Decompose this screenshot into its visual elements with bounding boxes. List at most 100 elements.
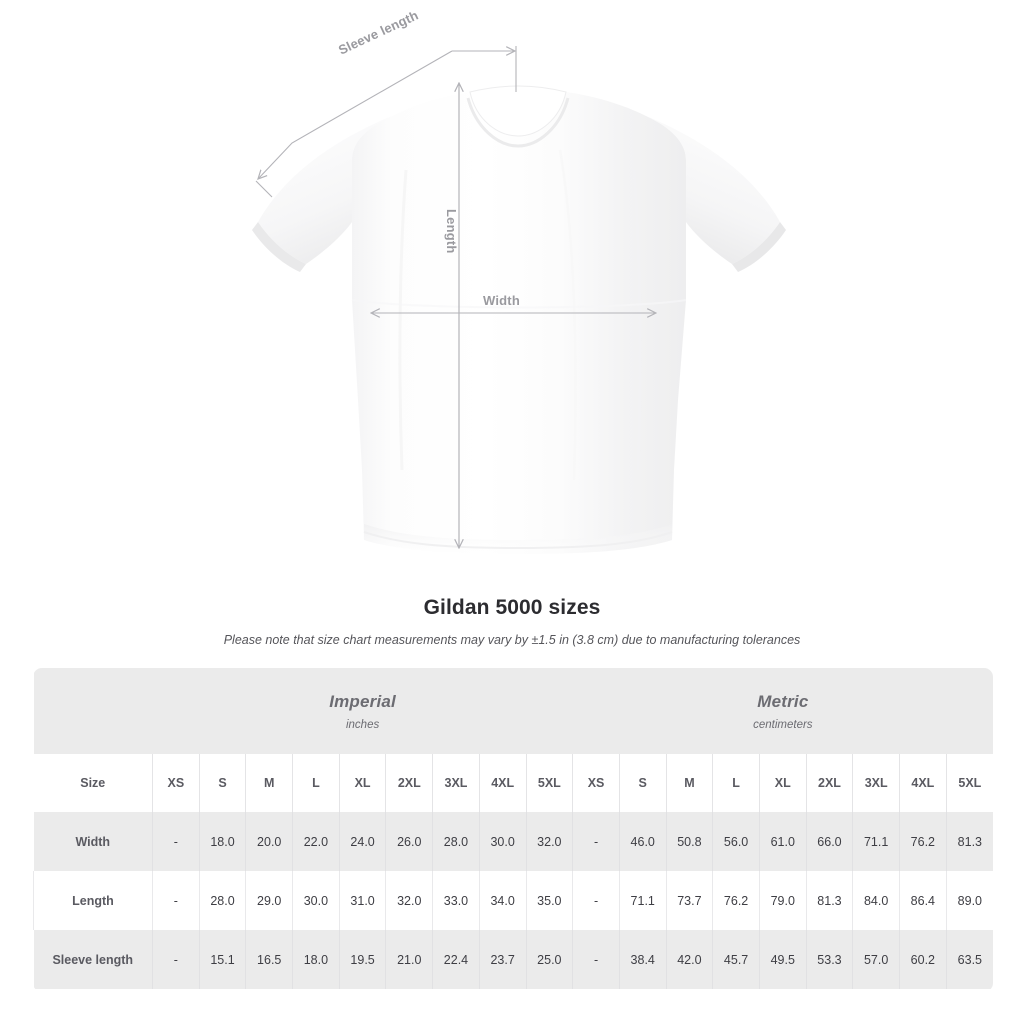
cell-sleeve-imperial-s: 15.1 xyxy=(198,930,246,989)
cell-length-imperial-5xl: 35.0 xyxy=(525,871,573,930)
unit-group-metric: Metric centimeters xyxy=(572,668,993,754)
size-header-metric-l: L xyxy=(712,754,760,812)
size-header-imperial-2xl: 2XL xyxy=(385,754,433,812)
table-row: Width - 18.0 20.0 22.0 24.0 26.0 28.0 30… xyxy=(33,812,993,871)
row-label-sleeve-length: Sleeve length xyxy=(33,930,153,989)
size-header-metric-xs: XS xyxy=(572,754,620,812)
width-label: Width xyxy=(483,293,520,308)
cell-sleeve-metric-s: 38.4 xyxy=(618,930,667,989)
cell-length-metric-xs: - xyxy=(572,871,620,930)
size-header-label: Size xyxy=(33,754,153,812)
cell-length-metric-2xl: 81.3 xyxy=(805,871,853,930)
unit-group-metric-name: Metric xyxy=(757,691,809,711)
size-header-imperial-s: S xyxy=(198,754,246,812)
table-row: Sleeve length - 15.1 16.5 18.0 19.5 21.0… xyxy=(33,930,993,989)
sleeve-length-dimension xyxy=(255,46,517,198)
size-header-metric-2xl: 2XL xyxy=(805,754,853,812)
cell-length-imperial-l: 30.0 xyxy=(292,871,340,930)
cell-width-imperial-4xl: 30.0 xyxy=(478,812,526,871)
row-label-length: Length xyxy=(33,871,153,930)
length-label: Length xyxy=(444,209,459,254)
cell-length-imperial-xl: 31.0 xyxy=(338,871,386,930)
cell-width-metric-m: 50.8 xyxy=(665,812,713,871)
cell-width-imperial-s: 18.0 xyxy=(198,812,246,871)
cell-sleeve-metric-m: 42.0 xyxy=(665,930,713,989)
cell-length-imperial-s: 28.0 xyxy=(198,871,246,930)
cell-sleeve-metric-2xl: 53.3 xyxy=(805,930,853,989)
cell-width-metric-xl: 61.0 xyxy=(758,812,807,871)
cell-width-imperial-xl: 24.0 xyxy=(338,812,386,871)
cell-width-imperial-3xl: 28.0 xyxy=(432,812,480,871)
title-block: Gildan 5000 sizes Please note that size … xyxy=(0,596,1024,647)
cell-sleeve-imperial-l: 18.0 xyxy=(292,930,340,989)
cell-length-imperial-m: 29.0 xyxy=(245,871,293,930)
size-chart-table: Imperial inches Metric centimeters Size … xyxy=(33,668,993,989)
cell-sleeve-metric-5xl: 63.5 xyxy=(945,930,993,989)
cell-sleeve-imperial-3xl: 22.4 xyxy=(432,930,480,989)
cell-sleeve-metric-3xl: 57.0 xyxy=(852,930,900,989)
size-header-metric-s: S xyxy=(618,754,667,812)
size-header-imperial-5xl: 5XL xyxy=(525,754,573,812)
cell-sleeve-metric-4xl: 60.2 xyxy=(899,930,947,989)
tshirt-graphic xyxy=(252,85,786,554)
size-header-metric-4xl: 4XL xyxy=(899,754,947,812)
cell-width-metric-5xl: 81.3 xyxy=(945,812,993,871)
unit-group-imperial-name: Imperial xyxy=(329,691,396,711)
cell-width-metric-4xl: 76.2 xyxy=(899,812,947,871)
cell-length-metric-5xl: 89.0 xyxy=(945,871,993,930)
cell-length-metric-s: 71.1 xyxy=(618,871,667,930)
cell-width-imperial-5xl: 32.0 xyxy=(525,812,573,871)
cell-length-imperial-4xl: 34.0 xyxy=(478,871,526,930)
cell-width-metric-l: 56.0 xyxy=(712,812,760,871)
size-header-imperial-m: M xyxy=(245,754,293,812)
cell-sleeve-metric-xs: - xyxy=(572,930,620,989)
size-header-metric-m: M xyxy=(665,754,713,812)
cell-sleeve-imperial-2xl: 21.0 xyxy=(385,930,433,989)
unit-group-metric-sub: centimeters xyxy=(753,718,813,731)
dimension-lines xyxy=(255,46,1024,590)
cell-length-metric-l: 76.2 xyxy=(712,871,760,930)
unit-spacer-cell xyxy=(33,668,153,754)
size-header-imperial-4xl: 4XL xyxy=(478,754,526,812)
garment-illustration: Sleeve length Length Width xyxy=(252,7,1024,590)
cell-length-metric-3xl: 84.0 xyxy=(852,871,900,930)
cell-sleeve-imperial-m: 16.5 xyxy=(245,930,293,989)
size-header-imperial-xl: XL xyxy=(338,754,386,812)
cell-width-metric-3xl: 71.1 xyxy=(852,812,900,871)
table-row: Length - 28.0 29.0 30.0 31.0 32.0 33.0 3… xyxy=(33,871,993,930)
size-header-metric-xl: XL xyxy=(758,754,807,812)
size-header-metric-3xl: 3XL xyxy=(852,754,900,812)
cell-sleeve-imperial-4xl: 23.7 xyxy=(478,930,526,989)
tolerance-note: Please note that size chart measurements… xyxy=(223,633,801,647)
cell-length-imperial-xs: - xyxy=(152,871,200,930)
cell-sleeve-metric-l: 45.7 xyxy=(712,930,760,989)
unit-group-imperial: Imperial inches xyxy=(152,668,573,754)
cell-width-imperial-l: 22.0 xyxy=(292,812,340,871)
size-chart-table-container: Imperial inches Metric centimeters Size … xyxy=(33,668,993,992)
cell-length-imperial-2xl: 32.0 xyxy=(385,871,433,930)
cell-width-imperial-2xl: 26.0 xyxy=(385,812,433,871)
page-title: Gildan 5000 sizes xyxy=(423,596,601,619)
unit-group-imperial-sub: inches xyxy=(345,718,380,731)
size-header-imperial-l: L xyxy=(292,754,340,812)
size-header-row: Size XS S M L XL 2XL 3XL 4XL 5XL XS S M … xyxy=(33,754,993,812)
cell-width-imperial-m: 20.0 xyxy=(245,812,293,871)
cell-width-metric-xs: - xyxy=(572,812,620,871)
cell-width-metric-s: 46.0 xyxy=(618,812,667,871)
cell-sleeve-imperial-xs: - xyxy=(152,930,200,989)
cell-sleeve-imperial-5xl: 25.0 xyxy=(525,930,573,989)
cell-length-metric-m: 73.7 xyxy=(665,871,713,930)
unit-group-row: Imperial inches Metric centimeters xyxy=(33,668,993,754)
cell-sleeve-imperial-xl: 19.5 xyxy=(338,930,386,989)
cell-length-imperial-3xl: 33.0 xyxy=(432,871,480,930)
cell-width-imperial-xs: - xyxy=(152,812,200,871)
cell-sleeve-metric-xl: 49.5 xyxy=(758,930,807,989)
row-label-width: Width xyxy=(33,812,153,871)
size-header-imperial-xs: XS xyxy=(152,754,200,812)
cell-length-metric-xl: 79.0 xyxy=(758,871,807,930)
cell-length-metric-4xl: 86.4 xyxy=(899,871,947,930)
size-header-metric-5xl: 5XL xyxy=(945,754,993,812)
cell-width-metric-2xl: 66.0 xyxy=(805,812,853,871)
size-header-imperial-3xl: 3XL xyxy=(432,754,480,812)
